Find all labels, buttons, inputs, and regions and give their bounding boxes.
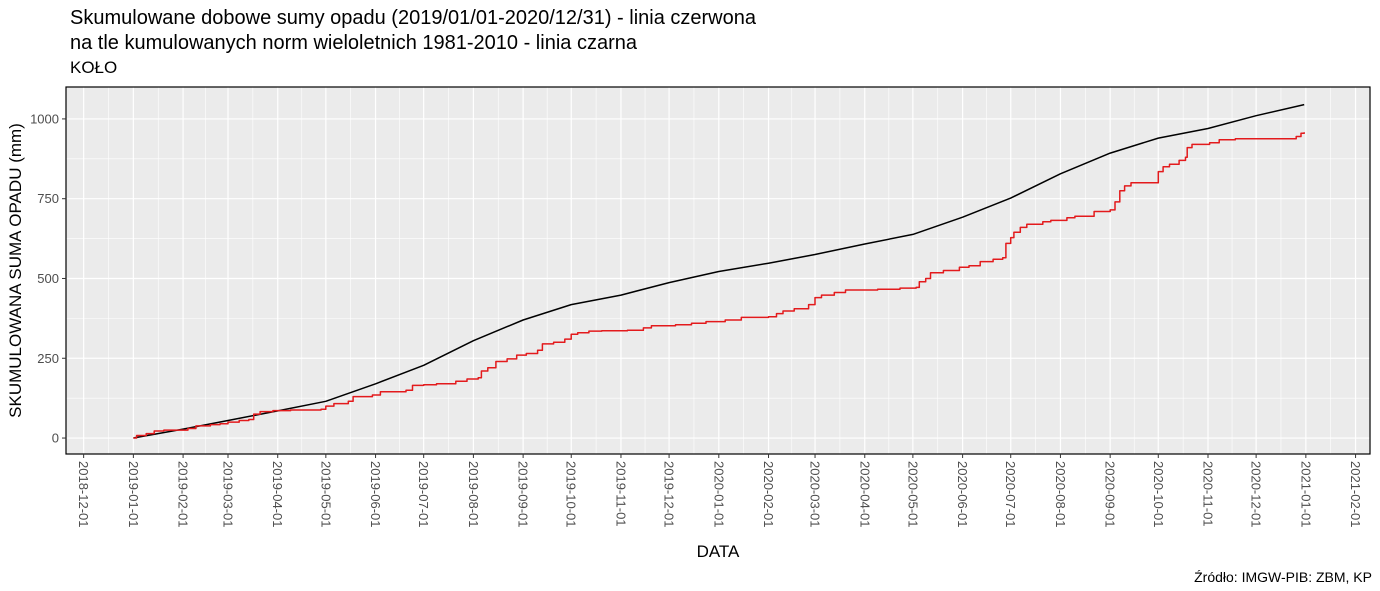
x-tick-label: 2019-06-01 (368, 461, 383, 528)
x-tick-label: 2020-10-01 (1151, 461, 1166, 528)
x-tick-label: 2020-05-01 (905, 461, 920, 528)
x-axis: 2018-12-01 2019-01-01 2019-02-01 2019-03-01… (76, 454, 1363, 528)
y-tick-label: 750 (37, 191, 59, 206)
x-tick-label: 2021-02-01 (1348, 461, 1363, 528)
x-tick-label: 2020-03-01 (808, 461, 823, 528)
x-tick-label: 2020-02-01 (761, 461, 776, 528)
x-tick-label: 2020-04-01 (857, 461, 872, 528)
series-line-normal (133, 103, 1305, 439)
x-tick-label: 2020-01-01 (711, 461, 726, 528)
x-tick-label: 2019-03-01 (220, 461, 235, 528)
series-line-observed (133, 132, 1305, 439)
x-tick-label: 2019-05-01 (318, 461, 333, 528)
x-tick-label: 2019-02-01 (176, 461, 191, 528)
x-tick-label: 2019-11-01 (613, 461, 628, 527)
x-tick-label: 2019-04-01 (270, 461, 285, 528)
chart-subtitle: KOŁO (70, 58, 118, 77)
y-tick-label: 0 (52, 431, 59, 446)
source-note: Źródło: IMGW-PIB: ZBM, KP (1194, 569, 1372, 585)
y-tick-label: 500 (37, 271, 59, 286)
x-tick-label: 2019-12-01 (662, 461, 677, 528)
x-tick-label: 2020-09-01 (1103, 461, 1118, 528)
x-tick-label: 2020-07-01 (1003, 461, 1018, 528)
chart-title-line-1: Skumulowane dobowe sumy opadu (2019/01/0… (70, 7, 756, 29)
plot-panel (66, 87, 1370, 454)
x-tick-label: 2019-07-01 (416, 461, 431, 528)
x-tick-label: 2020-12-01 (1249, 461, 1264, 528)
x-axis-title: DATA (697, 542, 740, 561)
grid-major (66, 87, 1370, 454)
y-axis-title: SKUMULOWANA SUMA OPADU (mm) (6, 123, 25, 418)
x-tick-label: 2018-12-01 (76, 461, 91, 528)
x-tick-label: 2019-09-01 (516, 461, 531, 528)
x-tick-label: 2019-08-01 (466, 461, 481, 528)
y-tick-label: 1000 (30, 111, 59, 126)
x-tick-label: 2020-11-01 (1201, 461, 1216, 527)
series-layer (133, 103, 1305, 439)
y-axis: 0 250 500 750 1000 (30, 111, 66, 446)
x-tick-label: 2020-06-01 (955, 461, 970, 528)
plot-border (65, 86, 1371, 455)
x-tick-label: 2020-08-01 (1053, 461, 1068, 528)
y-tick-label: 250 (37, 351, 59, 366)
x-tick-label: 2021-01-01 (1298, 461, 1313, 528)
x-tick-label: 2019-01-01 (126, 461, 141, 528)
chart-title-line-2: na tle kumulowanych norm wieloletnich 19… (70, 32, 637, 54)
grid-minor (66, 87, 1370, 454)
x-tick-label: 2019-10-01 (564, 461, 579, 528)
